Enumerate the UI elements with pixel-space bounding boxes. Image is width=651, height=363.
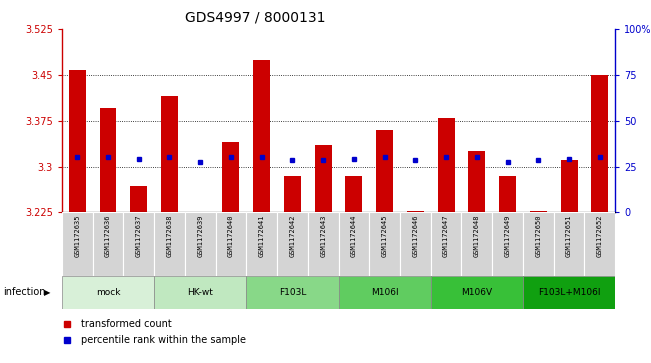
FancyBboxPatch shape	[246, 212, 277, 276]
Text: GSM1172645: GSM1172645	[381, 214, 387, 257]
Bar	[284, 176, 301, 212]
FancyBboxPatch shape	[339, 212, 369, 276]
Text: GDS4997 / 8000131: GDS4997 / 8000131	[186, 11, 326, 25]
FancyBboxPatch shape	[369, 212, 400, 276]
Bar	[253, 60, 270, 212]
FancyBboxPatch shape	[185, 212, 215, 276]
FancyBboxPatch shape	[154, 276, 246, 309]
Bar	[437, 118, 454, 212]
Text: GSM1172652: GSM1172652	[597, 214, 603, 257]
FancyBboxPatch shape	[523, 276, 615, 309]
Bar	[69, 70, 86, 212]
Bar	[100, 109, 117, 212]
Text: GSM1172636: GSM1172636	[105, 214, 111, 257]
Bar	[223, 142, 240, 212]
FancyBboxPatch shape	[154, 212, 185, 276]
Text: GSM1172650: GSM1172650	[535, 214, 542, 257]
Text: M106I: M106I	[371, 288, 398, 297]
FancyBboxPatch shape	[246, 276, 339, 309]
Bar	[591, 75, 608, 212]
FancyBboxPatch shape	[92, 212, 123, 276]
Bar	[407, 211, 424, 212]
Bar	[530, 211, 547, 212]
Text: transformed count: transformed count	[81, 319, 172, 329]
FancyBboxPatch shape	[62, 212, 92, 276]
Text: GSM1172646: GSM1172646	[412, 214, 419, 257]
Text: GSM1172641: GSM1172641	[258, 214, 265, 257]
Bar	[130, 186, 147, 212]
Bar	[161, 96, 178, 212]
Text: GSM1172644: GSM1172644	[351, 214, 357, 257]
FancyBboxPatch shape	[492, 212, 523, 276]
FancyBboxPatch shape	[400, 212, 431, 276]
Text: GSM1172637: GSM1172637	[135, 214, 142, 257]
Text: GSM1172649: GSM1172649	[505, 214, 510, 257]
Text: GSM1172640: GSM1172640	[228, 214, 234, 257]
Text: GSM1172638: GSM1172638	[167, 214, 173, 257]
Text: GSM1172639: GSM1172639	[197, 214, 203, 257]
Text: GSM1172635: GSM1172635	[74, 214, 80, 257]
Bar	[561, 160, 577, 212]
Text: GSM1172648: GSM1172648	[474, 214, 480, 257]
FancyBboxPatch shape	[277, 212, 308, 276]
Bar	[314, 145, 331, 212]
Bar	[376, 130, 393, 212]
Text: M106V: M106V	[462, 288, 492, 297]
Text: HK-wt: HK-wt	[187, 288, 213, 297]
FancyBboxPatch shape	[585, 212, 615, 276]
FancyBboxPatch shape	[431, 212, 462, 276]
FancyBboxPatch shape	[339, 276, 431, 309]
Text: infection: infection	[3, 287, 46, 297]
Text: percentile rank within the sample: percentile rank within the sample	[81, 335, 246, 345]
Text: GSM1172651: GSM1172651	[566, 214, 572, 257]
FancyBboxPatch shape	[431, 276, 523, 309]
FancyBboxPatch shape	[554, 212, 585, 276]
FancyBboxPatch shape	[308, 212, 339, 276]
Text: mock: mock	[96, 288, 120, 297]
Bar	[499, 176, 516, 212]
FancyBboxPatch shape	[62, 276, 154, 309]
Bar	[469, 151, 485, 212]
Text: F103L: F103L	[279, 288, 306, 297]
FancyBboxPatch shape	[523, 212, 554, 276]
Bar	[346, 176, 363, 212]
FancyBboxPatch shape	[462, 212, 492, 276]
Text: GSM1172647: GSM1172647	[443, 214, 449, 257]
Text: GSM1172643: GSM1172643	[320, 214, 326, 257]
FancyBboxPatch shape	[215, 212, 246, 276]
Text: F103L+M106I: F103L+M106I	[538, 288, 600, 297]
FancyBboxPatch shape	[123, 212, 154, 276]
Text: ▶: ▶	[44, 288, 51, 297]
Text: GSM1172642: GSM1172642	[290, 214, 296, 257]
